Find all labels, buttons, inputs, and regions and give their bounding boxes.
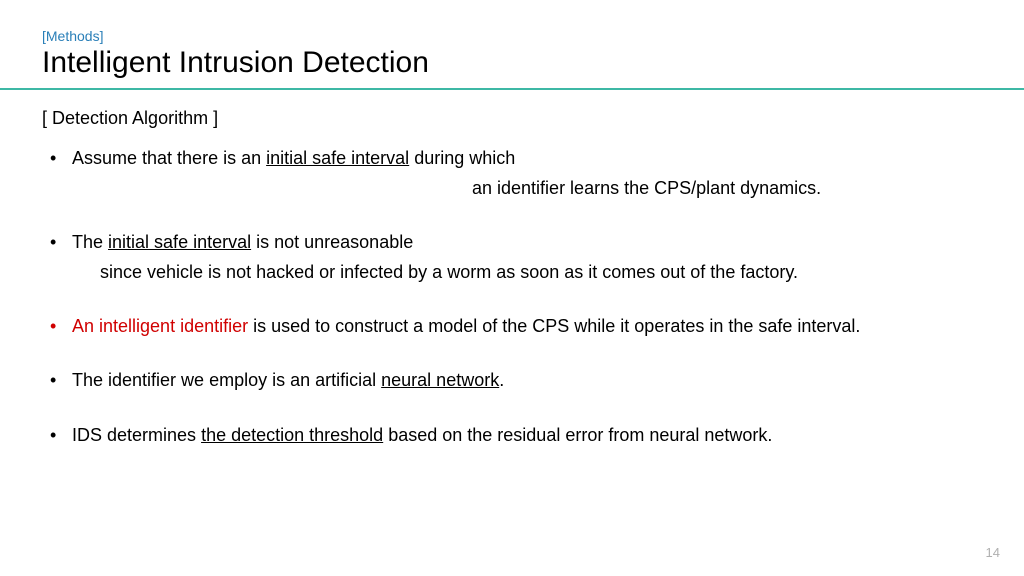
bullet-list: Assume that there is an initial safe int…: [42, 145, 982, 448]
bullet-text: The: [72, 232, 108, 252]
indented-line: since vehicle is not hacked or infected …: [72, 259, 982, 285]
bullet-text: during which: [409, 148, 515, 168]
bullet-text: IDS determines: [72, 425, 201, 445]
underlined-text: the detection threshold: [201, 425, 383, 445]
bullet-text: .: [499, 370, 504, 390]
slide-title: Intelligent Intrusion Detection: [42, 46, 982, 80]
indented-line: an identifier learns the CPS/plant dynam…: [72, 175, 982, 201]
bullet-text: Assume that there is an: [72, 148, 266, 168]
bullet-text: is not unreasonable: [251, 232, 413, 252]
highlighted-text: An intelligent identifier: [72, 316, 248, 336]
bullet-text: based on the residual error from neural …: [383, 425, 772, 445]
underlined-text: initial safe interval: [108, 232, 251, 252]
bullet-item: The identifier we employ is an artificia…: [42, 367, 982, 393]
underlined-text: initial safe interval: [266, 148, 409, 168]
content-subtitle: [ Detection Algorithm ]: [42, 108, 982, 129]
section-tag: [Methods]: [42, 28, 982, 44]
bullet-item: Assume that there is an initial safe int…: [42, 145, 982, 201]
bullet-item: An intelligent identifier is used to con…: [42, 313, 982, 339]
bullet-item: IDS determines the detection threshold b…: [42, 422, 982, 448]
page-number: 14: [986, 545, 1000, 560]
slide-content: [ Detection Algorithm ] Assume that ther…: [0, 90, 1024, 448]
bullet-text: The identifier we employ is an artificia…: [72, 370, 381, 390]
slide-header: [Methods] Intelligent Intrusion Detectio…: [0, 0, 1024, 90]
bullet-item: The initial safe interval is not unreaso…: [42, 229, 982, 285]
bullet-text: is used to construct a model of the CPS …: [248, 316, 860, 336]
underlined-text: neural network: [381, 370, 499, 390]
